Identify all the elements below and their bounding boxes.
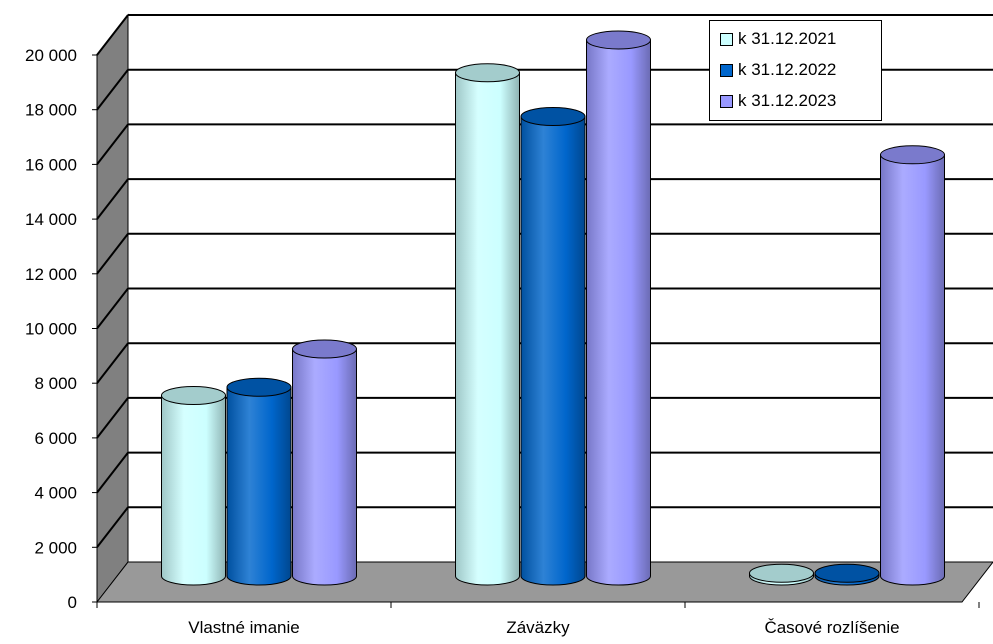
bar-2022-2 bbox=[520, 116, 586, 586]
bar-top bbox=[880, 145, 945, 165]
y-tick-label: 6 000 bbox=[34, 429, 77, 448]
bar-2022-1 bbox=[226, 386, 292, 586]
gridline bbox=[96, 69, 129, 111]
gridline bbox=[96, 233, 129, 275]
x-tick-label: Záväzky bbox=[506, 618, 570, 637]
legend-swatch-2022 bbox=[720, 63, 733, 77]
bar-top bbox=[586, 30, 651, 50]
legend-item: k 31.12.2022 bbox=[720, 59, 836, 81]
bar-top bbox=[455, 63, 520, 83]
bar-top bbox=[292, 339, 357, 359]
y-tick-label: 0 bbox=[68, 593, 77, 612]
legend-label: k 31.12.2022 bbox=[738, 60, 837, 79]
y-tick-label: 16 000 bbox=[25, 155, 77, 174]
bar-top bbox=[520, 107, 586, 127]
y-tick-label: 8 000 bbox=[34, 374, 77, 393]
chart-legend: k 31.12.2021 k 31.12.2022 k 31.12.2023 bbox=[709, 20, 882, 121]
legend-label: k 31.12.2021 bbox=[738, 29, 837, 48]
y-tick-label: 4 000 bbox=[34, 484, 77, 503]
legend-swatch-2023 bbox=[720, 94, 733, 108]
gridline bbox=[96, 287, 129, 330]
gridline bbox=[96, 123, 129, 166]
gridline bbox=[96, 506, 129, 548]
legend-swatch-2021 bbox=[720, 32, 733, 46]
bar-2023-1 bbox=[292, 348, 357, 586]
bar-top bbox=[226, 377, 292, 397]
bar-2023-3 bbox=[880, 154, 945, 586]
legend-label: k 31.12.2023 bbox=[738, 91, 837, 110]
gridline bbox=[96, 14, 129, 56]
y-tick-label: 18 000 bbox=[25, 101, 77, 120]
gridline bbox=[96, 397, 129, 439]
bar-2023-2 bbox=[586, 39, 651, 586]
y-tick-label: 20 000 bbox=[25, 46, 77, 65]
bar-top bbox=[749, 563, 814, 583]
legend-item: k 31.12.2021 bbox=[720, 28, 836, 50]
y-tick-label: 2 000 bbox=[34, 538, 77, 557]
bar-2021-2 bbox=[455, 72, 520, 586]
y-tick-label: 10 000 bbox=[25, 320, 77, 339]
x-tick-label: Vlastné imanie bbox=[188, 618, 300, 637]
y-tick-label: 14 000 bbox=[25, 210, 77, 229]
gridline bbox=[96, 178, 129, 220]
bar-top bbox=[814, 563, 880, 583]
gridline bbox=[96, 342, 129, 384]
bar-top bbox=[161, 385, 226, 405]
gridline bbox=[96, 451, 129, 494]
y-tick-label: 12 000 bbox=[25, 265, 77, 284]
legend-item: k 31.12.2023 bbox=[720, 90, 836, 112]
bar-2021-1 bbox=[161, 394, 226, 586]
x-tick-label: Časové rozlíšenie bbox=[764, 618, 899, 637]
